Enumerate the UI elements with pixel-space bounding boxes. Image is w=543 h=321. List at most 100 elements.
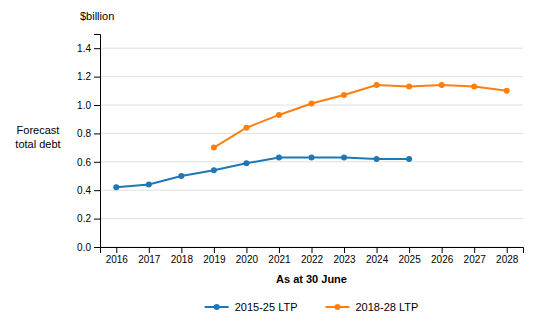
legend-item: 2015-25 LTP — [205, 301, 298, 313]
y-axis: 0.0 0.2 0.4 0.6 0.8 1.0 1.2 1.4 — [77, 35, 100, 253]
y-tick-label: 1.2 — [77, 71, 91, 82]
x-tick-label: 2016 — [106, 254, 129, 265]
legend-label: 2018-28 LTP — [356, 301, 419, 313]
grid-line — [100, 190, 523, 191]
y-tick-mark — [94, 162, 100, 163]
x-tick-mark — [181, 247, 182, 253]
legend-marker — [335, 304, 341, 310]
y-tick-mark — [94, 190, 100, 191]
x-tick-label: 2022 — [301, 254, 324, 265]
series-line — [214, 85, 507, 147]
y-tick: 0.0 — [77, 242, 100, 253]
grid-line — [100, 161, 523, 162]
series-point — [406, 156, 412, 162]
x-tick: 2025 — [398, 247, 421, 265]
x-tick-label: 2028 — [496, 254, 519, 265]
y-tick-label: 0.2 — [77, 213, 91, 224]
y-tick-label: 0.8 — [77, 128, 91, 139]
x-tick-label: 2023 — [333, 254, 356, 265]
annotation: $billion — [80, 10, 114, 22]
x-tick-label: 2018 — [171, 254, 194, 265]
x-tick-label: 2025 — [398, 254, 421, 265]
y-tick-mark — [94, 105, 100, 106]
x-tick: 2022 — [301, 247, 324, 265]
x-axis: 2016 2017 2018 2019 2020 2021 2022 2023 2024 2025… — [101, 247, 524, 265]
series-point — [406, 84, 412, 90]
series-point — [276, 155, 282, 161]
y-axis-line — [94, 35, 101, 248]
series-point — [374, 156, 380, 162]
x-tick-mark — [344, 247, 345, 253]
y-tick-label: 0.6 — [77, 157, 91, 168]
y-tick: 1.0 — [77, 100, 100, 111]
x-tick: 2024 — [366, 247, 389, 265]
y-tick-label: 1.4 — [77, 43, 91, 54]
series-point — [341, 155, 347, 161]
x-tick-label: 2024 — [366, 254, 389, 265]
series-line — [116, 158, 409, 188]
y-tick-label: 0.0 — [77, 242, 91, 253]
x-axis-line — [101, 248, 524, 254]
x-tick: 2019 — [203, 247, 226, 265]
x-tick-label: 2020 — [236, 254, 259, 265]
x-tick-label: 2017 — [138, 254, 161, 265]
x-tick-mark — [507, 247, 508, 253]
x-axis-title: As at 30 June — [276, 273, 347, 285]
x-tick: 2017 — [138, 247, 161, 265]
x-tick-mark — [246, 247, 247, 253]
y-tick: 0.6 — [77, 157, 100, 168]
x-tick: 2021 — [268, 247, 291, 265]
x-tick: 2018 — [171, 247, 194, 265]
x-tick: 2026 — [431, 247, 454, 265]
x-tick: 2028 — [496, 247, 519, 265]
series-point — [113, 184, 119, 190]
grid-line — [100, 218, 523, 219]
x-tick-label: 2019 — [203, 254, 226, 265]
x-tick: 2020 — [236, 247, 259, 265]
series-point — [341, 92, 347, 98]
y-tick: 1.4 — [77, 43, 100, 54]
series-point — [439, 82, 445, 88]
grid-line — [100, 48, 523, 49]
y-tick-mark — [94, 48, 100, 49]
y-tick: 0.2 — [77, 213, 100, 224]
series-point — [178, 173, 184, 179]
plot-area — [113, 82, 509, 190]
series-point — [243, 160, 249, 166]
y-tick: 1.2 — [77, 71, 100, 82]
series-point — [374, 82, 380, 88]
y-tick: 0.4 — [77, 185, 100, 196]
x-tick-mark — [377, 247, 378, 253]
y-tick-mark — [94, 219, 100, 220]
y-tick: 0.8 — [77, 128, 100, 139]
x-tick-mark — [116, 247, 117, 253]
grid — [100, 48, 523, 247]
y-axis-title-line: Forecast — [17, 124, 60, 136]
x-tick-mark — [442, 247, 443, 253]
x-tick: 2016 — [106, 247, 129, 265]
x-tick-label: 2026 — [431, 254, 454, 265]
legend: 2015-25 LTP 2018-28 LTP — [205, 301, 419, 313]
grid-line — [100, 133, 523, 134]
series-point — [243, 125, 249, 131]
x-tick-mark — [214, 247, 215, 253]
x-tick-label: 2027 — [464, 254, 487, 265]
y-tick-mark — [94, 77, 100, 78]
x-tick-mark — [474, 247, 475, 253]
legend-label: 2015-25 LTP — [235, 301, 298, 313]
series-point — [276, 112, 282, 118]
series-point — [309, 101, 315, 107]
y-tick-mark — [94, 133, 100, 134]
grid-line — [100, 76, 523, 77]
chart: 2016 2017 2018 2019 2020 2021 2022 2023 2024 2025… — [0, 0, 543, 321]
legend-item: 2018-28 LTP — [326, 301, 419, 313]
series-point — [471, 84, 477, 90]
series-point — [211, 145, 217, 151]
y-axis-title: Forecasttotal debt — [15, 124, 60, 150]
y-tick-label: 1.0 — [77, 100, 91, 111]
x-tick: 2027 — [464, 247, 487, 265]
x-tick-mark — [149, 247, 150, 253]
series-point — [211, 167, 217, 173]
x-tick: 2023 — [333, 247, 356, 265]
x-tick-mark — [279, 247, 280, 253]
